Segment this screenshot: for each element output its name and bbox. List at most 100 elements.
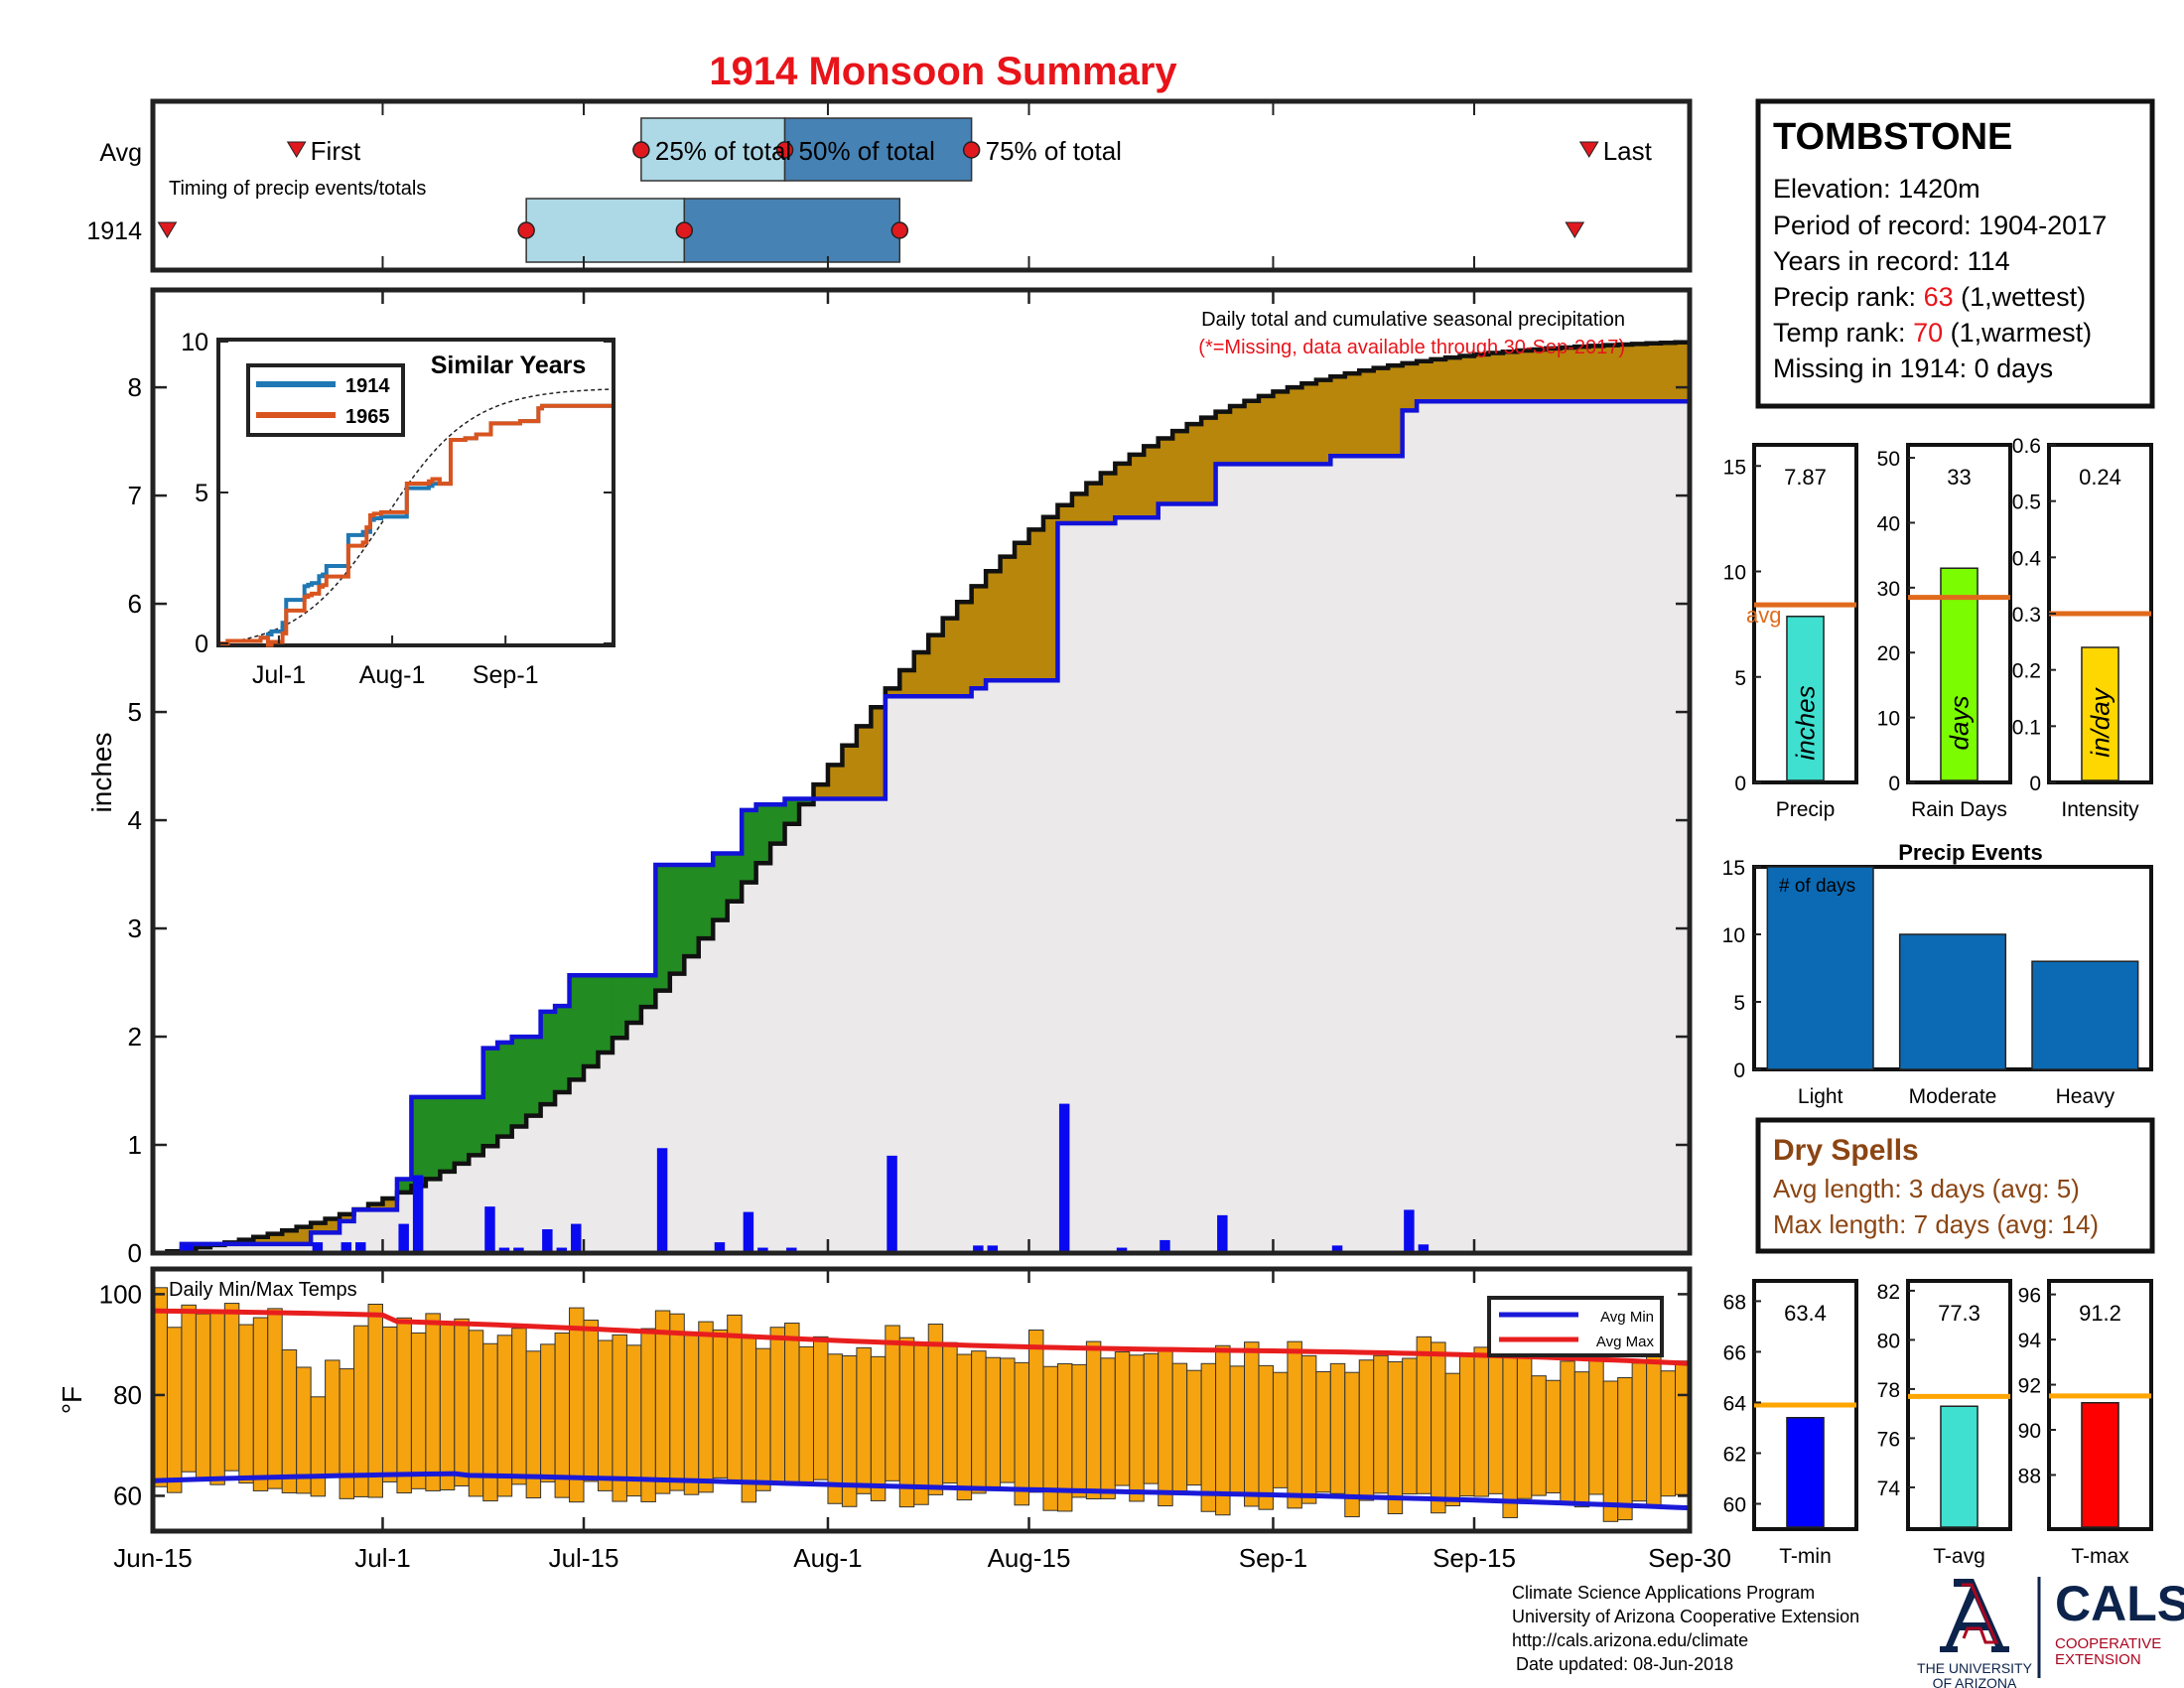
year-p25-marker — [517, 221, 535, 239]
similar-years-inset: 0 5 10 Jul-1 Aug-1 Sep-1 Similar Years 1914 1… — [181, 329, 615, 689]
daily-temp-bar — [339, 1368, 355, 1499]
tavg-gauge-ytick-label: 74 — [1877, 1477, 1901, 1500]
above-avg-fill — [497, 1042, 513, 1137]
daily-precip-bar — [1217, 1214, 1228, 1253]
above-avg-fill — [540, 1011, 556, 1105]
daily-temp-bar — [1028, 1330, 1044, 1493]
below-avg-fill — [1201, 417, 1216, 504]
last-label: Last — [1603, 136, 1653, 166]
main-ytick-label: 7 — [128, 481, 142, 510]
footer-line3: http://cals.arizona.edu/climate — [1512, 1630, 1748, 1650]
tavg-gauge-ytick-label: 82 — [1877, 1281, 1900, 1304]
daily-temp-bar — [1617, 1376, 1633, 1521]
above-avg-fill — [640, 975, 656, 1008]
above-avg-fill — [799, 798, 814, 804]
below-avg-fill — [1459, 355, 1475, 402]
footer-line4: Date updated: 08-Jun-2018 — [1516, 1654, 1733, 1674]
tmin-gauge-bar — [1786, 1417, 1825, 1528]
below-avg-fill — [253, 1236, 269, 1244]
below-avg-fill — [813, 784, 829, 799]
intensity-gauge-ytick-label: 0.1 — [2012, 716, 2041, 739]
temp-ylabel: °F — [57, 1386, 87, 1414]
tavg-gauge-value: 77.3 — [1938, 1301, 1980, 1326]
daily-temp-bar — [496, 1335, 513, 1497]
date-label: Jul-15 — [549, 1543, 619, 1573]
tmax-gauge-value: 91.2 — [2079, 1301, 2121, 1326]
daily-temp-bar — [827, 1353, 843, 1504]
tmin-gauge-value: 63.4 — [1784, 1301, 1827, 1326]
daily-temp-bar — [712, 1329, 729, 1478]
station-frame — [1755, 98, 2155, 409]
events-bar — [1898, 933, 2007, 1070]
daily-temp-bar — [252, 1317, 269, 1491]
daily-precip-bar — [355, 1242, 366, 1253]
p25-label: 25% of total — [655, 136, 791, 166]
events-category-label: Heavy — [2056, 1085, 2116, 1108]
cals-coop-1: COOPERATIVE — [2055, 1635, 2161, 1652]
cals-logo: CALS COOPERATIVE EXTENSION — [2055, 1576, 2184, 1668]
above-avg-fill — [569, 975, 585, 1080]
inset-legend — [246, 363, 405, 437]
intensity-gauge-ytick-label: 0 — [2029, 773, 2041, 795]
main-ytick-label: 3 — [128, 914, 142, 943]
below-avg-fill — [340, 1213, 354, 1221]
precip-gauge-bar-label: inches — [1791, 685, 1821, 760]
daily-temp-bar — [784, 1323, 800, 1484]
page-title: 1914 Monsoon Summary — [709, 50, 1177, 93]
below-avg-fill — [899, 670, 915, 697]
daily-temp-bar — [1329, 1362, 1346, 1494]
events-ytick-label: 5 — [1733, 992, 1745, 1015]
below-avg-fill — [1301, 383, 1317, 465]
events-category-label: Light — [1798, 1085, 1843, 1108]
daily-temp-bar — [1387, 1360, 1404, 1515]
daily-temp-bar — [956, 1353, 973, 1501]
daily-temp-bar — [654, 1310, 671, 1494]
above-avg-fill — [655, 864, 671, 991]
raindays-gauge-ytick-label: 0 — [1888, 773, 1900, 795]
first-label: First — [311, 136, 361, 166]
daily-temp-bar — [1416, 1336, 1433, 1494]
daily-temp-bar — [1229, 1365, 1246, 1494]
precip-rank-label: Precip rank: — [1773, 282, 1916, 312]
below-avg-fill — [1158, 438, 1173, 504]
below-avg-fill — [311, 1222, 327, 1233]
main-ytick-label: 2 — [128, 1022, 142, 1052]
daily-precip-bar — [1116, 1247, 1128, 1253]
raindays-gauge-value: 33 — [1947, 465, 1971, 490]
daily-temp-bar — [1516, 1338, 1533, 1499]
daily-temp-bar — [942, 1341, 958, 1484]
precip-gauge-avg-label: avg — [1746, 603, 1781, 628]
main-ytick-label: 8 — [128, 372, 142, 402]
daily-temp-bar — [870, 1355, 887, 1501]
below-avg-fill — [1115, 463, 1131, 518]
daily-temp-bar — [325, 1359, 341, 1476]
inset-title: Similar Years — [431, 352, 587, 379]
below-avg-fill — [267, 1233, 283, 1244]
inset-ytick-label: 10 — [181, 329, 208, 356]
avg-q2-box — [783, 117, 973, 182]
inset-xtick-label: Jul-1 — [252, 661, 306, 689]
daily-temp-bar — [353, 1325, 369, 1497]
events-title: Precip Events — [1898, 840, 2043, 865]
below-avg-fill — [1244, 400, 1260, 465]
daily-temp-bar — [1071, 1363, 1087, 1498]
above-avg-fill — [598, 975, 614, 1053]
daily-temp-bar — [1287, 1340, 1302, 1509]
university-of-arizona-logo: THE UNIVERSITY OF ARIZONA — [1917, 1577, 2041, 1688]
above-avg-fill — [411, 1096, 427, 1187]
daily-temp-bar — [1646, 1344, 1662, 1508]
daily-temp-bar — [1631, 1362, 1648, 1502]
daily-temp-bar — [181, 1304, 197, 1473]
year-q1-box — [525, 198, 686, 263]
daily-temp-bar — [913, 1343, 929, 1505]
events-bar — [2031, 960, 2139, 1070]
precip-gauge-xlabel: Precip — [1776, 798, 1836, 821]
below-avg-fill — [1258, 395, 1274, 465]
daily-temp-bar — [238, 1324, 254, 1484]
daily-precip-bar — [987, 1245, 999, 1253]
above-avg-fill — [454, 1096, 470, 1164]
avg-last-marker — [1578, 141, 1599, 158]
date-label: Sep-15 — [1433, 1543, 1516, 1573]
precip-gauge-ytick-label: 15 — [1723, 456, 1746, 479]
daily-precip-bar — [513, 1247, 524, 1253]
